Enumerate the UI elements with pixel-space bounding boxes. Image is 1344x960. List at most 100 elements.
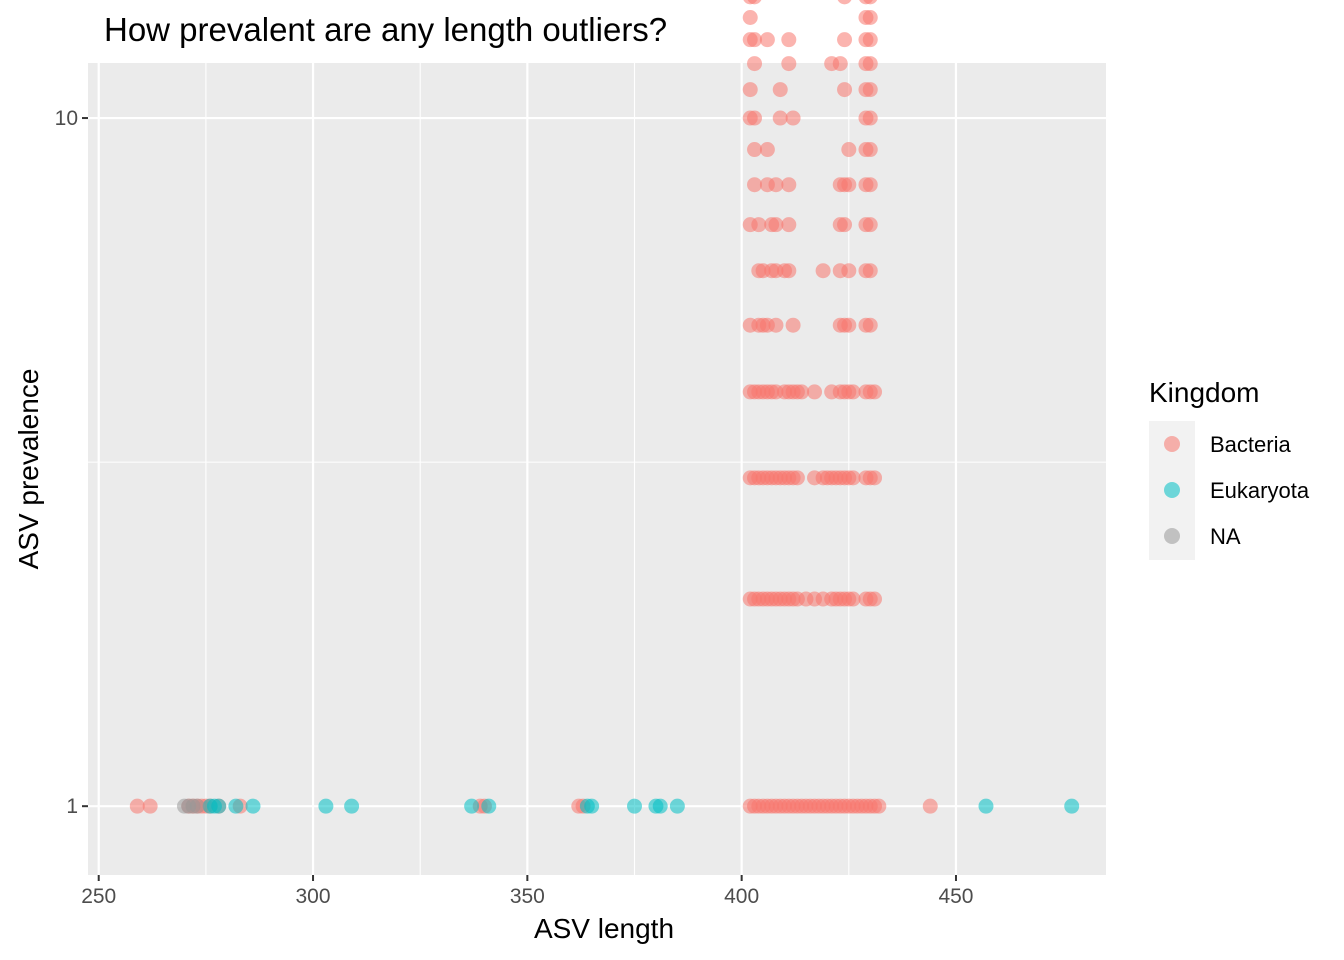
data-point bbox=[772, 82, 788, 98]
data-point bbox=[228, 798, 244, 814]
data-point bbox=[871, 798, 887, 814]
data-point bbox=[751, 217, 767, 233]
data-point bbox=[747, 56, 763, 72]
legend-item-eukaryota: Eukaryota bbox=[1164, 478, 1310, 503]
data-point bbox=[862, 317, 878, 333]
legend-item-na: NA bbox=[1164, 524, 1241, 549]
x-tick-label: 250 bbox=[81, 885, 116, 908]
data-point bbox=[832, 56, 848, 72]
x-axis: 250 300 350 400 450 bbox=[81, 875, 974, 908]
data-point bbox=[211, 798, 227, 814]
legend-label: Eukaryota bbox=[1210, 478, 1310, 503]
data-point bbox=[129, 798, 145, 814]
legend-label: NA bbox=[1210, 524, 1241, 549]
data-point bbox=[344, 798, 360, 814]
data-point bbox=[747, 0, 762, 5]
data-point bbox=[747, 177, 763, 193]
data-point bbox=[837, 217, 853, 233]
legend-label: Bacteria bbox=[1210, 432, 1291, 457]
data-point bbox=[862, 142, 878, 158]
data-point bbox=[189, 798, 205, 814]
data-point bbox=[841, 263, 857, 279]
x-tick-label: 450 bbox=[938, 885, 973, 908]
data-point bbox=[867, 470, 883, 486]
data-point bbox=[768, 177, 784, 193]
data-point bbox=[742, 9, 758, 25]
data-point bbox=[627, 798, 643, 814]
data-point bbox=[781, 177, 797, 193]
data-point bbox=[978, 798, 994, 814]
data-point bbox=[747, 142, 763, 158]
data-point bbox=[781, 32, 797, 48]
legend-key-eukaryota bbox=[1164, 482, 1180, 498]
data-point bbox=[768, 217, 784, 233]
data-point bbox=[845, 384, 861, 400]
y-axis: 110100 bbox=[55, 107, 88, 818]
data-point bbox=[781, 217, 797, 233]
data-point bbox=[862, 9, 878, 25]
data-point bbox=[652, 798, 668, 814]
series-na bbox=[176, 798, 205, 814]
data-point bbox=[862, 263, 878, 279]
data-point bbox=[142, 798, 158, 814]
y-axis-title: ASV prevalence bbox=[13, 369, 44, 570]
data-point bbox=[862, 56, 878, 72]
data-point bbox=[785, 317, 801, 333]
data-point bbox=[841, 177, 857, 193]
data-point bbox=[922, 798, 938, 814]
data-point bbox=[464, 798, 480, 814]
minor-gridlines bbox=[88, 63, 1106, 875]
data-point bbox=[862, 82, 878, 98]
data-point bbox=[245, 798, 261, 814]
data-point bbox=[669, 798, 685, 814]
data-point bbox=[781, 263, 797, 279]
data-point bbox=[785, 110, 801, 126]
data-point bbox=[862, 32, 878, 48]
legend-key-bacteria bbox=[1164, 436, 1180, 452]
x-axis-title: ASV length bbox=[534, 913, 674, 944]
y-tick-label: 1 bbox=[66, 795, 78, 818]
data-point bbox=[862, 217, 878, 233]
data-point bbox=[815, 263, 831, 279]
legend-title: Kingdom bbox=[1149, 377, 1260, 408]
data-point bbox=[867, 384, 883, 400]
data-point bbox=[742, 82, 758, 98]
data-point bbox=[841, 317, 857, 333]
data-points bbox=[129, 0, 1080, 814]
legend-key-na bbox=[1164, 528, 1180, 544]
data-point bbox=[867, 591, 883, 607]
series-eukaryota bbox=[202, 798, 1080, 814]
x-tick-label: 350 bbox=[510, 885, 545, 908]
data-point bbox=[781, 56, 797, 72]
y-tick-label: 10 bbox=[55, 107, 78, 130]
data-point bbox=[862, 177, 878, 193]
data-point bbox=[841, 142, 857, 158]
data-point bbox=[794, 384, 810, 400]
chart-title: How prevalent are any length outliers? bbox=[104, 11, 667, 48]
data-point bbox=[789, 470, 805, 486]
data-point bbox=[747, 110, 763, 126]
data-point bbox=[837, 0, 852, 5]
data-point bbox=[862, 110, 878, 126]
legend: Kingdom Bacteria Eukaryota NA bbox=[1149, 377, 1310, 560]
data-point bbox=[481, 798, 497, 814]
data-point bbox=[747, 32, 763, 48]
data-point bbox=[584, 798, 600, 814]
x-tick-label: 300 bbox=[296, 885, 331, 908]
legend-item-bacteria: Bacteria bbox=[1164, 432, 1291, 457]
data-point bbox=[837, 32, 853, 48]
data-point bbox=[772, 110, 788, 126]
data-point bbox=[318, 798, 334, 814]
data-point bbox=[1064, 798, 1080, 814]
data-point bbox=[837, 82, 853, 98]
data-point bbox=[845, 470, 861, 486]
plot-panel bbox=[88, 63, 1106, 875]
data-point bbox=[768, 317, 784, 333]
data-point bbox=[845, 591, 861, 607]
x-tick-label: 400 bbox=[724, 885, 759, 908]
data-point bbox=[759, 32, 775, 48]
data-point bbox=[807, 384, 823, 400]
data-point bbox=[759, 142, 775, 158]
data-point bbox=[863, 0, 878, 5]
